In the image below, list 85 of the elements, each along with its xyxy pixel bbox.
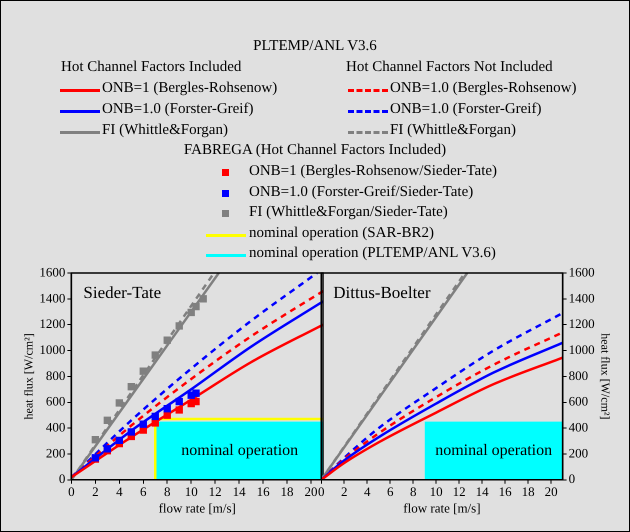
point [152, 351, 159, 359]
y2-tick-label: 400 [568, 420, 588, 435]
legend-label: FI (Whittle&Forgan/Sieder-Tate) [249, 204, 448, 222]
point [188, 308, 195, 316]
x-tick-label: 14 [476, 484, 490, 500]
x-tick-label: 14 [232, 484, 246, 500]
point [128, 428, 135, 436]
legend-label: ONB=1 (Bergles-Rohsenow/Sieder-Tate) [249, 163, 498, 180]
point [176, 322, 183, 330]
y2-axis-title: heat flux [W/cm²] [598, 333, 613, 420]
x-tick-label: 0 [68, 484, 75, 500]
x-tick-label: 10 [184, 484, 198, 500]
x-tick-label: 2 [92, 484, 99, 500]
text: Dittus-Boelter [333, 282, 431, 302]
text: FABREGA (Hot Channel Factors Included) [182, 142, 448, 159]
point [164, 336, 171, 344]
y-tick-label: 1400 [39, 290, 66, 306]
x-axis-title: flow rate [m/s] [403, 500, 481, 516]
point [152, 419, 159, 427]
point [152, 412, 159, 420]
y2-tick-label: 600 [568, 394, 588, 409]
annotation: nominal operation [435, 442, 552, 459]
legend-label: nominal operation (SAR-BR2) [249, 224, 434, 242]
x-tick-label: 20 [544, 484, 558, 500]
annotation: nominal operation [181, 442, 298, 459]
point [104, 416, 112, 424]
x-tick-label: 12 [452, 484, 466, 500]
x-tick-label: 12 [208, 484, 222, 500]
x-tick-label: 18 [522, 484, 535, 500]
x-tick-label: 16 [498, 484, 512, 500]
y2-tick-label: 1000 [568, 342, 595, 357]
y2-tick-label: 1600 [568, 264, 595, 280]
point [200, 295, 207, 303]
point [116, 436, 124, 444]
point [92, 436, 100, 444]
point [140, 420, 147, 428]
legend-label: nominal operation (PLTEMP/ANL V3.6) [249, 245, 496, 262]
x-tick-label: 8 [164, 484, 170, 500]
legend-label: ONB=1 (Bergles-Rohsenow) [102, 80, 278, 97]
legend-label: ONB=1.0 (Forster-Greif/Sieder-Tate) [249, 184, 474, 201]
text: Sieder-Tate [83, 282, 162, 302]
legend-label: ONB=1.0 (Forster-Greif) [102, 101, 254, 118]
y2-tick-label: 1400 [568, 290, 595, 306]
y2-tick-label: 0 [568, 471, 576, 486]
point [116, 399, 124, 407]
point [176, 406, 183, 414]
x-axis-title: flow rate [m/s] [158, 500, 236, 516]
x-tick-label: 4 [364, 484, 371, 500]
legend-label: FI (Whittle&Forgan) [390, 122, 516, 139]
x-tick-label: 6 [140, 484, 148, 500]
y-axis-title: heat flux [W/cm²] [21, 333, 36, 420]
legend-label: FI (Whittle&Forgan) [102, 122, 228, 139]
legend-label: ONB=1.0 (Bergles-Rohsenow) [390, 80, 576, 97]
y-tick-label: 400 [46, 420, 66, 435]
legend-label: ONB=1.0 (Forster-Greif) [390, 101, 542, 118]
y2-tick-label: 800 [568, 368, 588, 383]
text: Hot Channel Factors Included [61, 59, 242, 76]
x-tick-label: 2 [340, 484, 348, 500]
point [176, 398, 183, 406]
point [164, 411, 171, 419]
x-tick-label: 0 [318, 484, 324, 500]
point [164, 405, 171, 412]
y-tick-label: 1200 [39, 316, 66, 332]
y-tick-label: 1000 [39, 342, 66, 357]
x-tick-label: 4 [116, 484, 124, 500]
text: Hot Channel Factors Not Included [346, 59, 553, 76]
y-tick-label: 0 [58, 471, 66, 486]
y-tick-label: 600 [46, 394, 66, 409]
point [128, 383, 135, 390]
x-tick-label: 6 [386, 484, 394, 500]
y2-tick-label: 200 [568, 445, 588, 460]
x-tick-label: 20 [304, 484, 318, 500]
point [192, 302, 200, 310]
x-tick-label: 18 [280, 484, 294, 500]
y-tick-label: 1600 [39, 264, 66, 280]
point [192, 398, 200, 406]
y-tick-label: 200 [46, 445, 66, 460]
point [192, 390, 200, 397]
y-tick-label: 800 [46, 368, 66, 383]
chart-title: PLTEMP/ANL V3.6 [252, 38, 378, 55]
y2-tick-label: 1200 [568, 316, 595, 332]
x-tick-label: 16 [256, 484, 270, 500]
point [140, 368, 147, 375]
x-tick-label: 10 [430, 484, 443, 500]
x-tick-label: 8 [410, 484, 416, 500]
